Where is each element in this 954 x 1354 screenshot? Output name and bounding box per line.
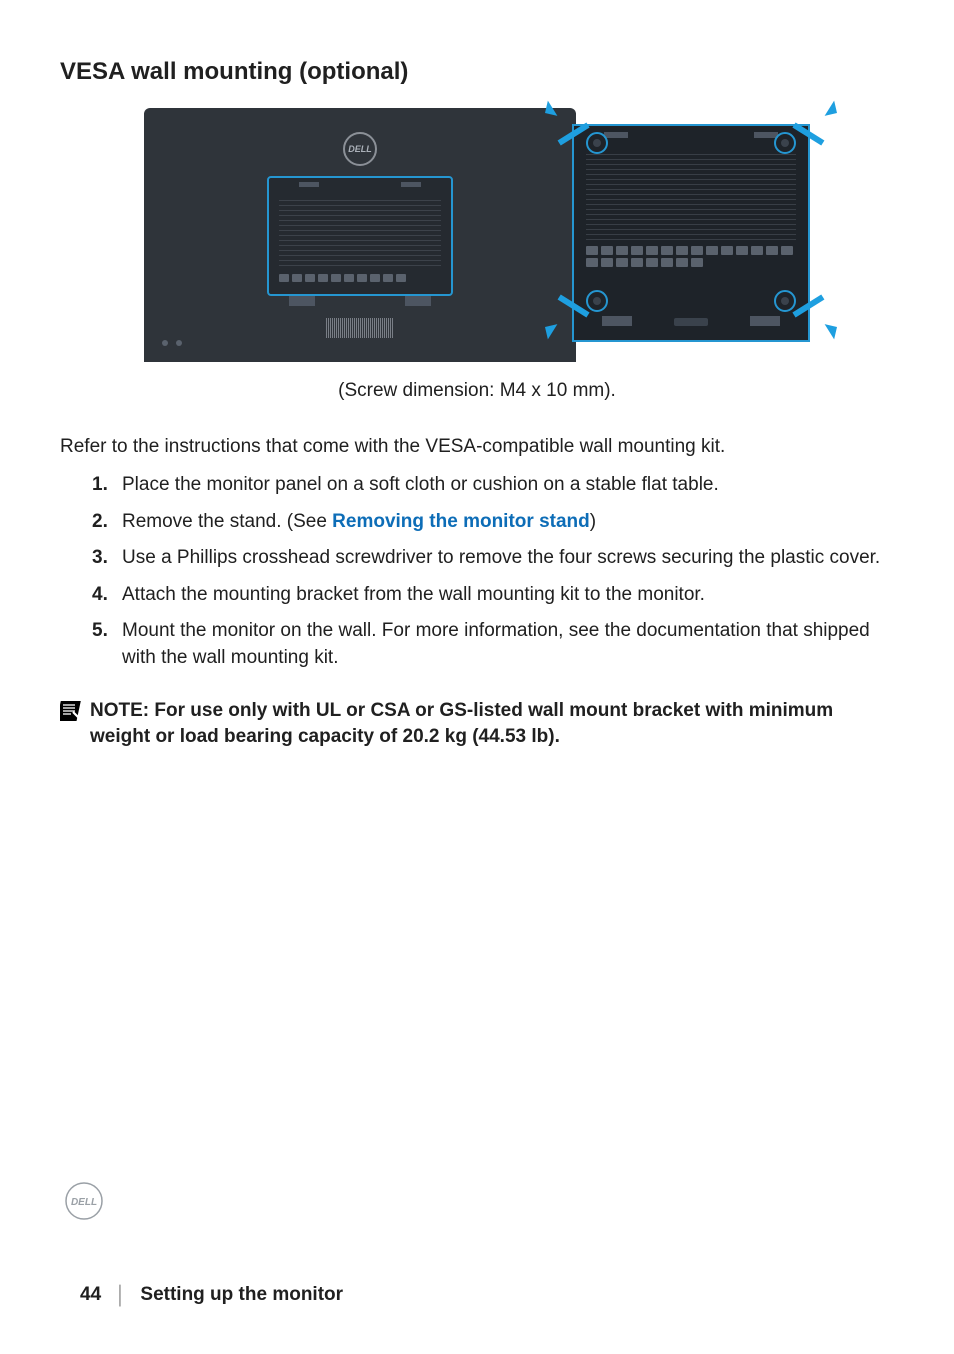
list-item: 5. Mount the monitor on the wall. For mo… bbox=[92, 618, 894, 671]
section-heading: VESA wall mounting (optional) bbox=[60, 58, 894, 86]
step-number: 4. bbox=[92, 582, 108, 609]
step-number: 2. bbox=[92, 509, 108, 536]
dell-logo-monitor: DELL bbox=[343, 132, 377, 166]
step-text: Place the monitor panel on a soft cloth … bbox=[122, 474, 719, 495]
intro-text: Refer to the instructions that come with… bbox=[60, 436, 894, 458]
step-number: 1. bbox=[92, 472, 108, 499]
vesa-panel-zoom bbox=[572, 124, 810, 342]
removing-stand-link[interactable]: Removing the monitor stand bbox=[332, 511, 590, 532]
arrow-icon bbox=[792, 294, 824, 317]
step-number: 5. bbox=[92, 618, 108, 645]
arrow-icon bbox=[792, 122, 824, 145]
step-number: 3. bbox=[92, 545, 108, 572]
steps-list: 1. Place the monitor panel on a soft clo… bbox=[60, 472, 894, 672]
note-label: NOTE: bbox=[90, 700, 154, 721]
dell-logo-footer: DELL bbox=[64, 1181, 104, 1226]
page-footer: 44 │ Setting up the monitor bbox=[80, 1284, 343, 1306]
list-item: 2. Remove the stand. (See Removing the m… bbox=[92, 509, 894, 536]
note-text: NOTE: For use only with UL or CSA or GS-… bbox=[90, 698, 894, 751]
page-number: 44 bbox=[80, 1284, 101, 1306]
svg-text:DELL: DELL bbox=[71, 1197, 97, 1208]
barcode-label bbox=[326, 318, 394, 338]
note-icon bbox=[60, 700, 82, 722]
vesa-panel-outline bbox=[267, 176, 453, 296]
note-body: For use only with UL or CSA or GS-listed… bbox=[90, 700, 833, 748]
footer-separator: │ bbox=[115, 1285, 126, 1306]
screw-hole-icon bbox=[774, 290, 796, 312]
step-text: Use a Phillips crosshead screwdriver to … bbox=[122, 547, 880, 568]
port-indicators bbox=[162, 340, 182, 346]
step-text: Attach the mounting bracket from the wal… bbox=[122, 584, 705, 605]
step-text-prefix: Remove the stand. (See bbox=[122, 511, 332, 532]
screw-hole-icon bbox=[586, 290, 608, 312]
figure-row: DELL bbox=[60, 108, 894, 362]
note-block: NOTE: For use only with UL or CSA or GS-… bbox=[60, 698, 894, 751]
step-text-suffix: ) bbox=[590, 511, 596, 532]
footer-section-title: Setting up the monitor bbox=[140, 1284, 343, 1306]
list-item: 4. Attach the mounting bracket from the … bbox=[92, 582, 894, 609]
step-text: Mount the monitor on the wall. For more … bbox=[122, 620, 870, 668]
monitor-back-illustration: DELL bbox=[144, 108, 576, 362]
screw-hole-icon bbox=[774, 132, 796, 154]
list-item: 3. Use a Phillips crosshead screwdriver … bbox=[92, 545, 894, 572]
figure-caption: (Screw dimension: M4 x 10 mm). bbox=[60, 380, 894, 402]
screw-hole-icon bbox=[586, 132, 608, 154]
list-item: 1. Place the monitor panel on a soft clo… bbox=[92, 472, 894, 499]
